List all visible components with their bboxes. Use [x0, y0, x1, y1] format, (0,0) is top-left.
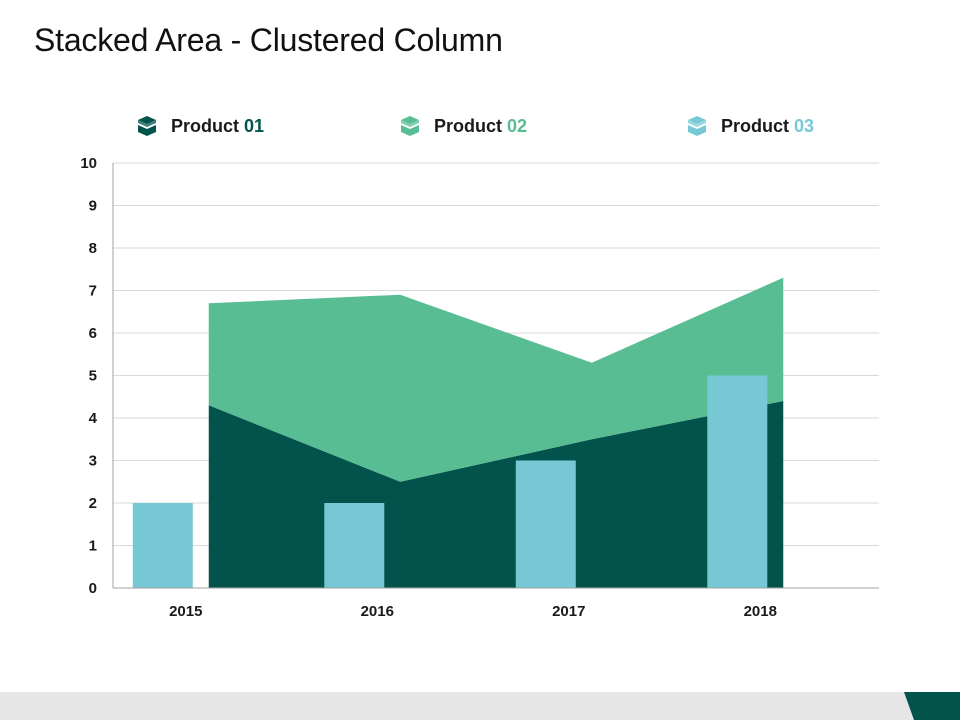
y-tick-label: 0 — [89, 580, 97, 597]
x-tick-label: 2015 — [169, 603, 202, 620]
page-title: Stacked Area - Clustered Column — [34, 22, 503, 58]
area-product-02 — [208, 277, 784, 482]
legend-label: Product — [171, 115, 240, 136]
y-tick-label: 7 — [89, 283, 97, 300]
legend-number: 02 — [507, 115, 528, 136]
bar-product-03 — [324, 503, 385, 588]
legend-number: 01 — [244, 115, 265, 136]
x-tick-label: 2016 — [361, 603, 394, 620]
y-tick-label: 5 — [89, 368, 97, 385]
y-tick-label: 10 — [80, 155, 97, 172]
legend-item-product-02[interactable]: Product 02 — [398, 113, 527, 139]
open-box-icon — [135, 114, 159, 138]
legend-item-product-01[interactable]: Product 01 — [135, 113, 264, 139]
legend-label: Product — [434, 115, 503, 136]
y-tick-label: 2 — [89, 495, 97, 512]
y-tick-label: 1 — [89, 538, 97, 555]
legend-item-product-03[interactable]: Product 03 — [685, 113, 814, 139]
footer-accent — [904, 692, 960, 720]
y-tick-label: 8 — [89, 240, 97, 257]
bar-product-03 — [707, 375, 768, 588]
bar-product-03 — [515, 460, 576, 588]
chart: 0 1 2 3 4 5 6 7 8 9 10 2015 2016 2017 2018 — [80, 155, 879, 620]
footer-bar — [0, 692, 960, 720]
y-tick-label: 4 — [89, 410, 98, 427]
bar-product-03 — [132, 503, 193, 588]
legend-label: Product — [721, 115, 790, 136]
x-tick-label: 2018 — [744, 603, 777, 620]
open-box-icon — [685, 114, 709, 138]
y-tick-label: 3 — [89, 453, 97, 470]
legend-number: 03 — [794, 115, 815, 136]
x-tick-label: 2017 — [552, 603, 585, 620]
y-tick-label: 6 — [89, 325, 97, 342]
open-box-icon — [398, 114, 422, 138]
y-tick-label: 9 — [89, 198, 97, 215]
